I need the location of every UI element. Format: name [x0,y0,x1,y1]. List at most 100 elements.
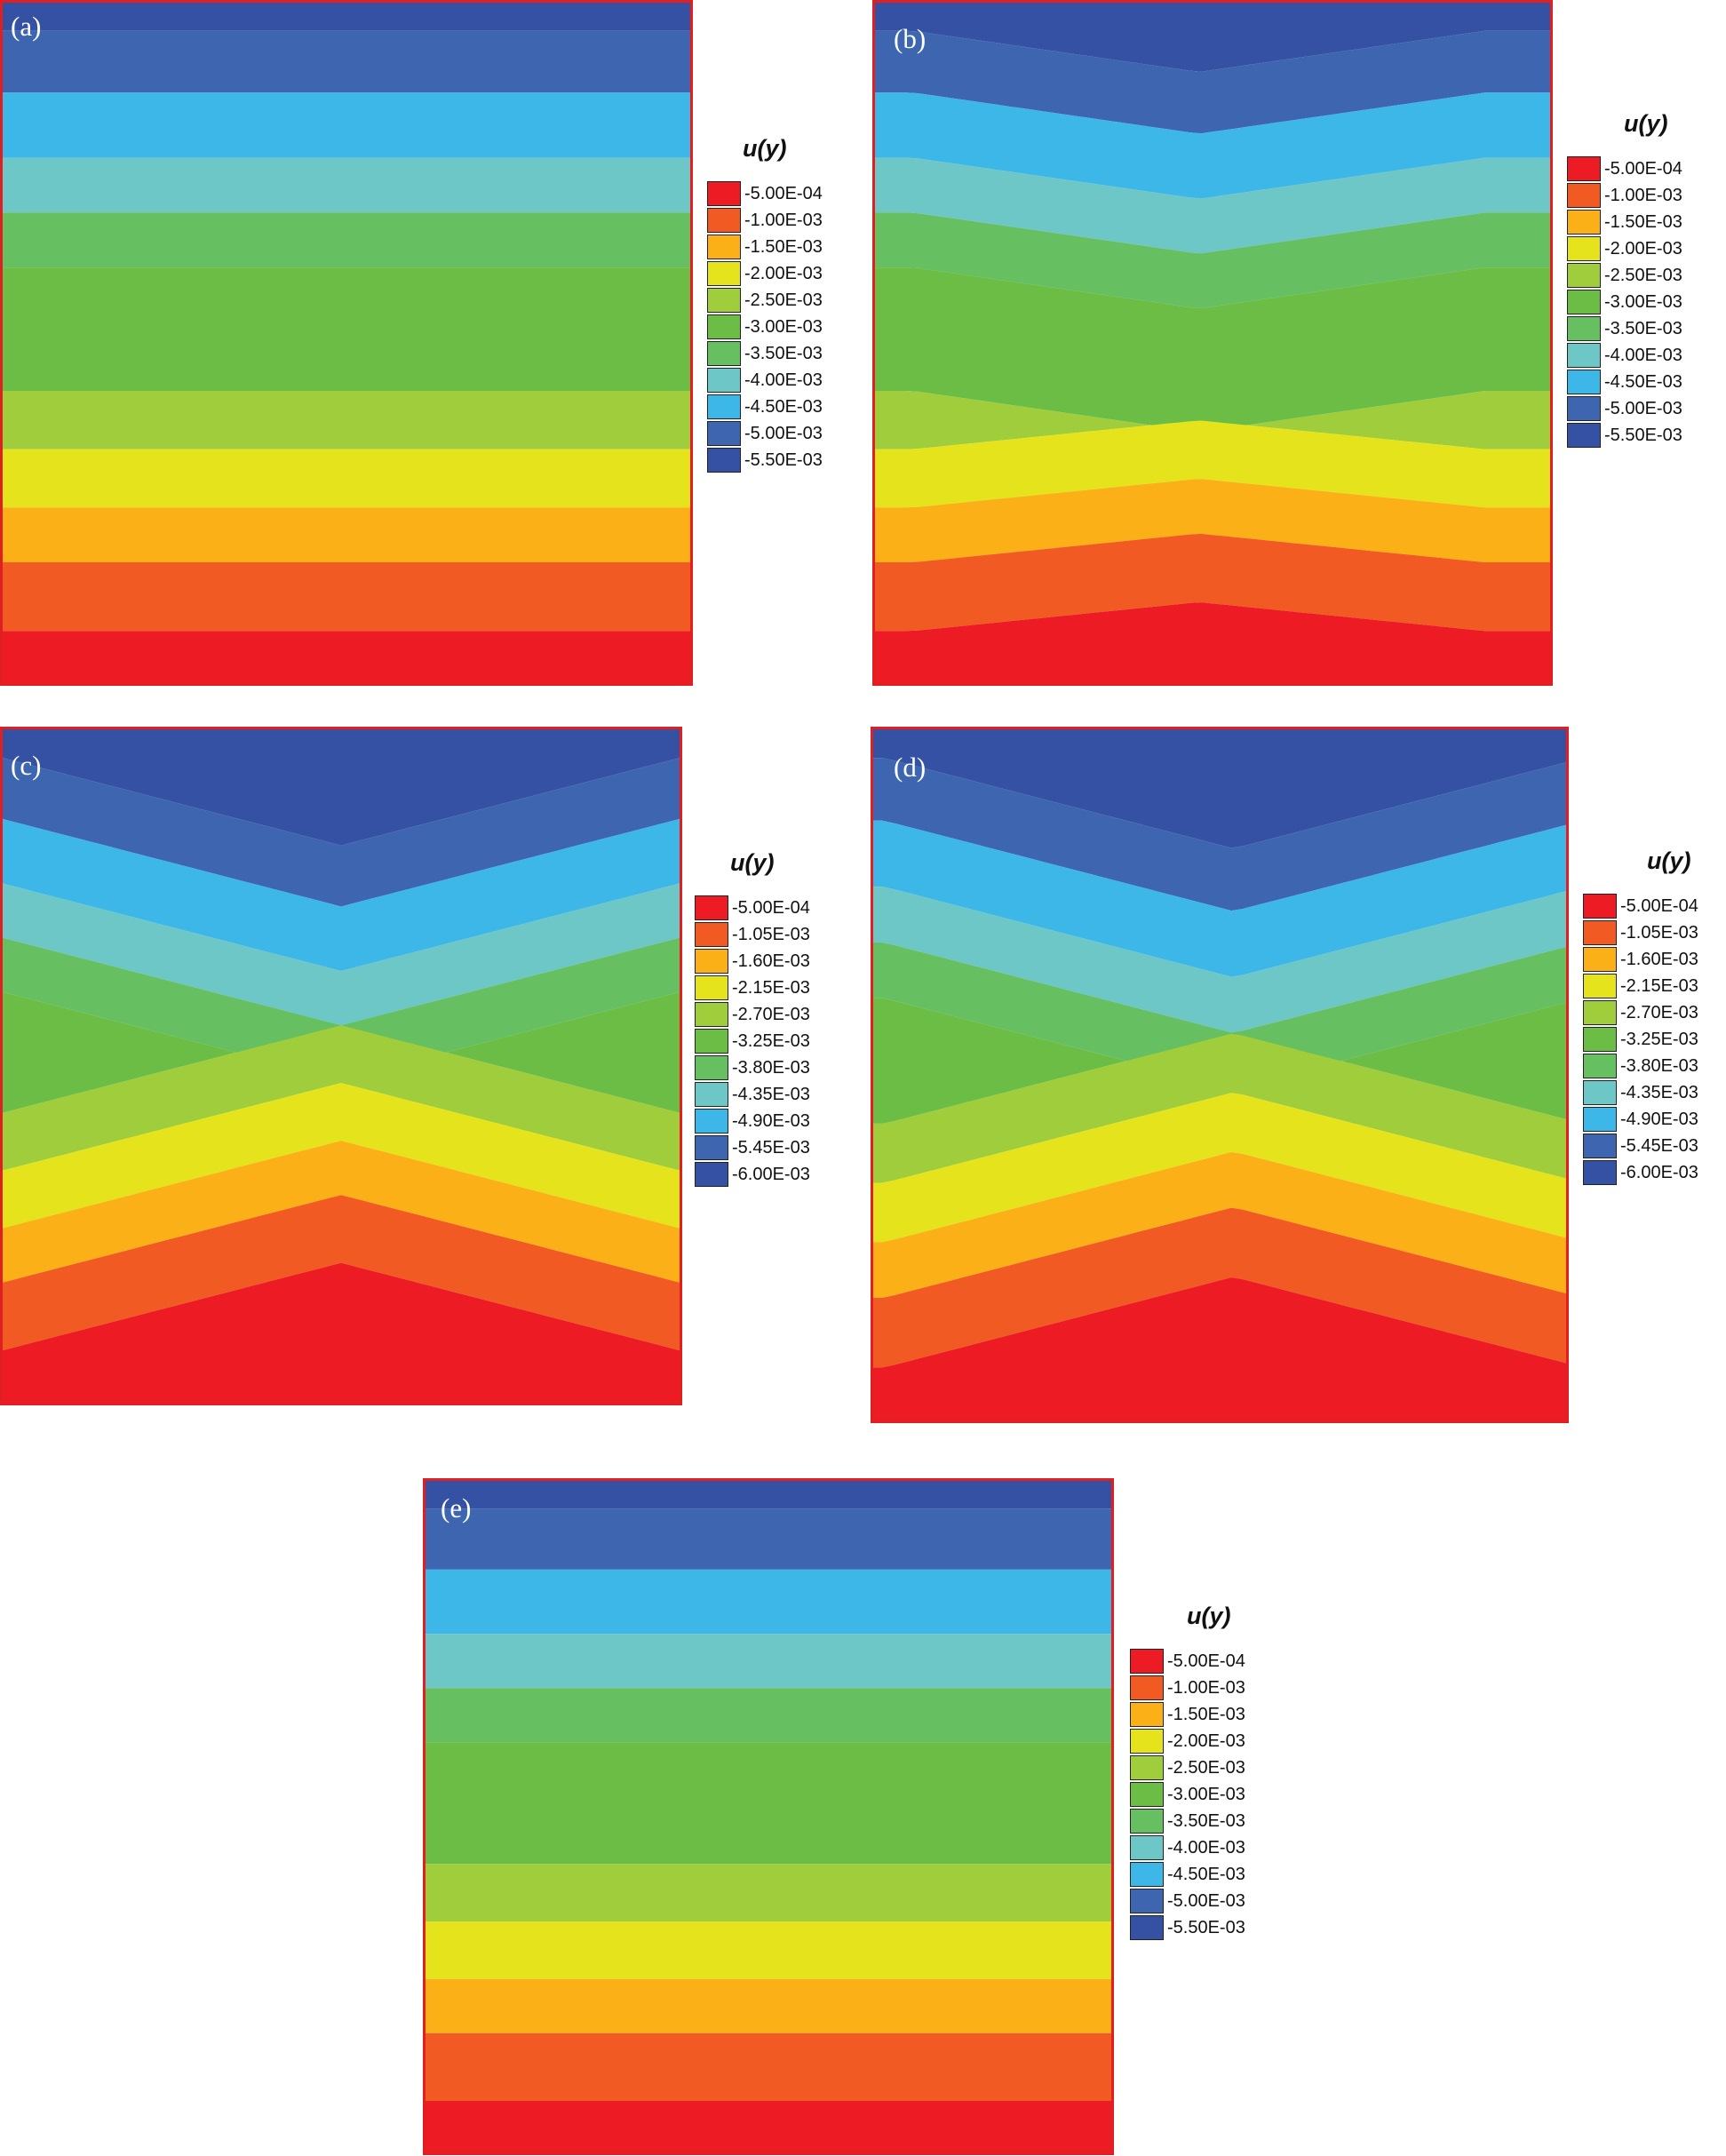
legend-tick-label: -2.00E-03 [1167,1731,1245,1751]
legend-title: u(y) [1624,110,1668,137]
legend-tick-label: -5.50E-03 [1167,1918,1245,1937]
panel-b-label: (b) [894,23,927,54]
contour-band [0,1195,682,1351]
legend-title: u(y) [743,135,787,162]
legend-swatch [1583,1160,1617,1185]
contour-band [871,1277,1569,1423]
legend-swatch [707,448,741,473]
legend-swatch [1130,1649,1164,1674]
contour-band [0,631,693,686]
legend-swatch [1567,156,1601,181]
panel-d-contour-plot [871,727,1569,1423]
legend-swatch [707,314,741,339]
contour-band [423,1508,1114,1570]
contour-band [871,1151,1569,1298]
legend-tick-label: -3.25E-03 [1620,1030,1698,1049]
legend-swatch [707,368,741,393]
legend-tick-label: -5.45E-03 [1620,1136,1698,1156]
legend-tick-label: -2.15E-03 [1620,976,1698,996]
legend-tick-label: -1.00E-03 [1167,1678,1245,1698]
legend-tick-label: -3.00E-03 [1167,1785,1245,1804]
legend-swatch [1567,370,1601,394]
plot-frame [423,1478,1114,2155]
contour-band [0,157,693,213]
contour-band [0,1141,682,1284]
contour-band [872,420,1553,508]
panel-e-legend: u(y) -5.00E-04 -1.00E-03 -1.50E-03 -2.00E-0… [1130,1603,1290,1949]
legend-swatch [1567,396,1601,421]
panel-b-contour-plot [872,0,1553,686]
legend-swatch [1130,1809,1164,1834]
panel-a-contour-plot [0,0,693,686]
legend-tick-label: -2.50E-03 [744,290,823,310]
legend-swatch [695,1029,728,1054]
contour-band [0,562,693,632]
legend-tick-label: -3.50E-03 [744,344,823,363]
legend-tick-label: -1.05E-03 [1620,923,1698,943]
legend-swatch [1130,1675,1164,1700]
legend-tick-label: -4.35E-03 [732,1085,810,1104]
legend-tick-label: -5.00E-04 [1167,1651,1245,1671]
contour-band [0,0,693,31]
contour-band [423,1688,1114,1743]
legend-tick-label: -5.00E-03 [1167,1891,1245,1911]
legend-swatch [1130,1729,1164,1754]
legend-swatch [1130,1889,1164,1913]
contour-band [872,391,1553,449]
panel-d-label: (d) [894,752,927,783]
legend-tick-label: -3.00E-03 [1604,292,1682,312]
legend-tick-label: -1.00E-03 [744,211,823,230]
legend-tick-label: -1.50E-03 [1167,1705,1245,1724]
legend-tick-label: -5.00E-04 [732,898,810,918]
contour-band [423,1864,1114,1922]
contour-band [423,2033,1114,2101]
legend-tick-label: -5.50E-03 [744,450,823,470]
contour-band [0,818,682,971]
legend-swatch [695,1002,728,1027]
contour-band [871,1033,1569,1183]
legend-tick-label: -3.25E-03 [732,1031,810,1051]
legend-swatch [707,288,741,313]
panel-c-legend: u(y) -5.00E-04 -1.05E-03 -1.60E-03 -2.15E-0… [695,849,855,1196]
contour-band [423,1569,1114,1635]
legend-tick-label: -5.00E-04 [1604,159,1682,179]
legend-tick-label: -1.50E-03 [1604,212,1682,232]
legend-swatch [707,208,741,233]
contour-band [423,2101,1114,2155]
legend-swatch [1583,894,1617,919]
legend-swatch [1583,1080,1617,1105]
contour-band [0,1025,682,1172]
legend-tick-label: -3.50E-03 [1167,1811,1245,1831]
legend-swatch [695,1082,728,1107]
legend-tick-label: -6.00E-03 [1620,1163,1698,1182]
legend-swatch [1567,263,1601,288]
panel-e-contour-plot [423,1478,1114,2155]
legend-swatch [695,1135,728,1160]
contour-band [423,1742,1114,1865]
plot-frame [872,0,1553,686]
panel-e-label: (e) [441,1492,472,1524]
legend-tick-label: -4.00E-03 [1604,346,1682,365]
contour-band [0,449,693,508]
legend-swatch [1130,1755,1164,1780]
contour-band [872,212,1553,308]
contour-band [871,758,1569,911]
legend-swatch [1567,290,1601,314]
legend-swatch [1583,1134,1617,1158]
legend-tick-label: -5.00E-04 [1620,896,1698,916]
contour-band [423,1634,1114,1689]
panel-c-label: (c) [11,750,42,781]
legend-swatch [695,922,728,947]
legend-tick-label: -2.00E-03 [744,264,823,283]
legend-tick-label: -5.00E-04 [744,184,823,203]
legend-tick-label: -2.70E-03 [1620,1003,1698,1022]
contour-band [0,391,693,449]
contour-band [423,1921,1114,1979]
contour-band [872,92,1553,199]
legend-swatch [1567,316,1601,341]
legend-tick-label: -4.90E-03 [732,1111,810,1131]
legend-tick-label: -4.00E-03 [744,370,823,390]
legend-tick-label: -4.50E-03 [1604,372,1682,392]
legend-swatch [695,949,728,974]
legend-tick-label: -1.60E-03 [1620,950,1698,969]
